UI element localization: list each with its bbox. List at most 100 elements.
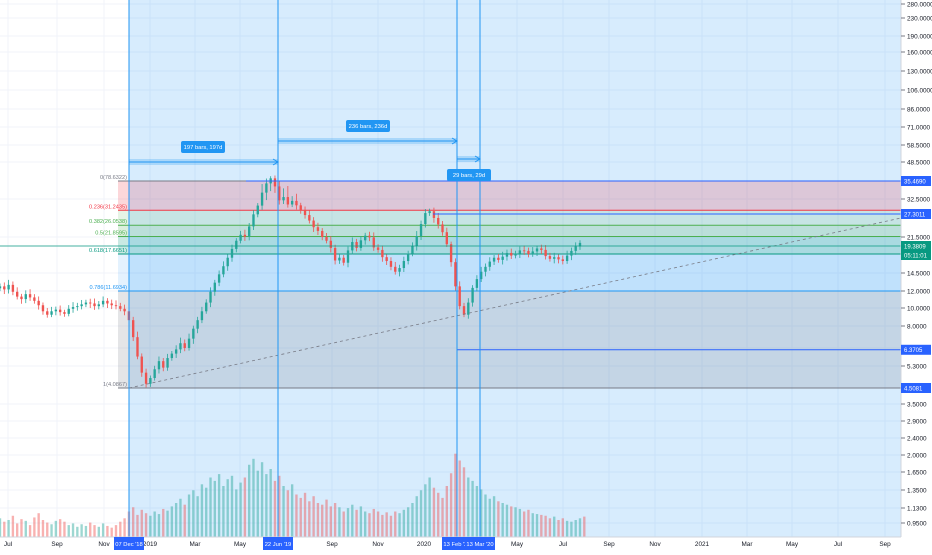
volume-bar [428,477,431,537]
candle-body [235,240,238,249]
volume-bar [312,496,315,537]
candle-body [243,234,247,237]
volume-bar [557,520,560,537]
price-tick-label: 10.0000 [907,306,931,313]
volume-bar [110,527,113,537]
volume-bar [260,462,264,537]
candle-body [338,257,341,261]
volume-bar [213,480,216,537]
candle-body [166,358,169,368]
time-tick-label: Mar [741,541,753,548]
price-tick-label: 2.9000 [907,419,927,426]
candle-body [316,227,320,231]
fibonacci-retracement[interactable]: 0(78.6322) 0.236(31.2435) 0.382(26.0538) 0.… [89,175,901,389]
candle-body [183,343,186,348]
candle-body [50,311,53,315]
volume-bar [514,507,517,537]
candle-body [278,186,281,201]
volume-bar [402,509,406,537]
candle-body [531,251,534,254]
candle-body [230,248,234,258]
candlestick-series[interactable] [0,175,582,388]
volume-bar [123,518,126,537]
candle-body [63,312,66,314]
candle-body [3,286,6,290]
volume-bar [97,526,100,537]
volume-bar [41,520,45,537]
price-marker-box [901,383,931,393]
time-tick-label: 2020 [417,541,432,548]
background-zones [129,0,901,537]
candle-body [93,303,96,307]
candle-body [11,284,15,292]
volume-bar [419,490,423,537]
volume-bar [467,477,470,537]
candle-body [441,224,444,233]
volume-bar [475,486,479,537]
volume-bar [3,521,6,537]
candle-body [467,302,470,315]
time-tick-label: May [786,541,799,548]
candle-body [132,320,135,338]
candle-body [540,248,543,250]
time-tick-label: Sep [603,541,615,548]
price-tick-label: 12.0000 [907,289,931,296]
date-marker-label: 22 Jun '19 [265,542,292,548]
price-marker-label: 19.3809 [904,244,926,250]
volume-bar [480,489,483,537]
candle-body [308,215,311,221]
price-marker-box [901,176,931,186]
candle-body [41,305,45,312]
date-marker-label: 13 Feb '20 [443,542,470,548]
drawing-overlays[interactable]: 197 bars, 197d 236 bars, 236d 29 bars, 29d [0,0,902,537]
volume-bar [76,526,79,537]
time-tick-label: Jul [559,541,567,548]
volume-bar [153,511,156,537]
volume-bar [510,506,513,537]
fib-band [118,254,901,291]
volume-bar [333,503,337,537]
fib-band [118,291,901,388]
volume-bar [149,515,152,537]
candle-body [24,294,27,300]
candle-body [574,246,577,251]
volume-bar [114,525,118,537]
volume-bar [346,508,350,537]
candle-body [359,240,363,248]
candle-body [492,257,496,262]
candle-body [84,302,88,305]
fib-level-label: 1(4.0867) [103,382,127,388]
fib-level-label: 0.786(11.6934) [89,285,127,291]
fib-level-label: 0.236(31.2435) [89,204,127,210]
candle-body [471,287,474,303]
volume-bar [16,523,19,537]
time-tick-label: Nov [98,541,110,548]
price-tick-label: 2.0000 [907,453,927,460]
candle-body [565,255,569,262]
volume-bar [406,507,410,537]
price-tick-label: 1.3500 [907,488,927,495]
volume-bar [243,477,247,537]
volume-bar [157,514,161,537]
volume-bar [84,525,88,537]
candle-body [381,249,384,258]
candle-body [170,353,174,359]
candle-body [411,246,414,254]
date-marker-label: 13 Mar '20 [466,542,493,548]
date-range-zone [129,0,901,537]
time-axis[interactable]: Jul Sep Nov 2019 Mar May Sep Nov 2020 May Jul Sep No… [0,536,901,550]
fib-band [118,181,901,211]
volume-bar [28,525,32,537]
candle-body [260,192,264,206]
date-marker-box [442,537,472,550]
price-tick-label: 1.6500 [907,470,927,477]
price-axis[interactable]: 280.0000 230.0000 190.0000 160.0000 130.0000… [900,0,932,537]
candle-body [561,259,564,262]
candle-body [123,308,126,312]
candle-body [157,361,161,370]
volume-bar [24,520,27,537]
volume-bar [170,506,174,537]
volume-bar [359,506,363,537]
candle-body [162,361,165,368]
